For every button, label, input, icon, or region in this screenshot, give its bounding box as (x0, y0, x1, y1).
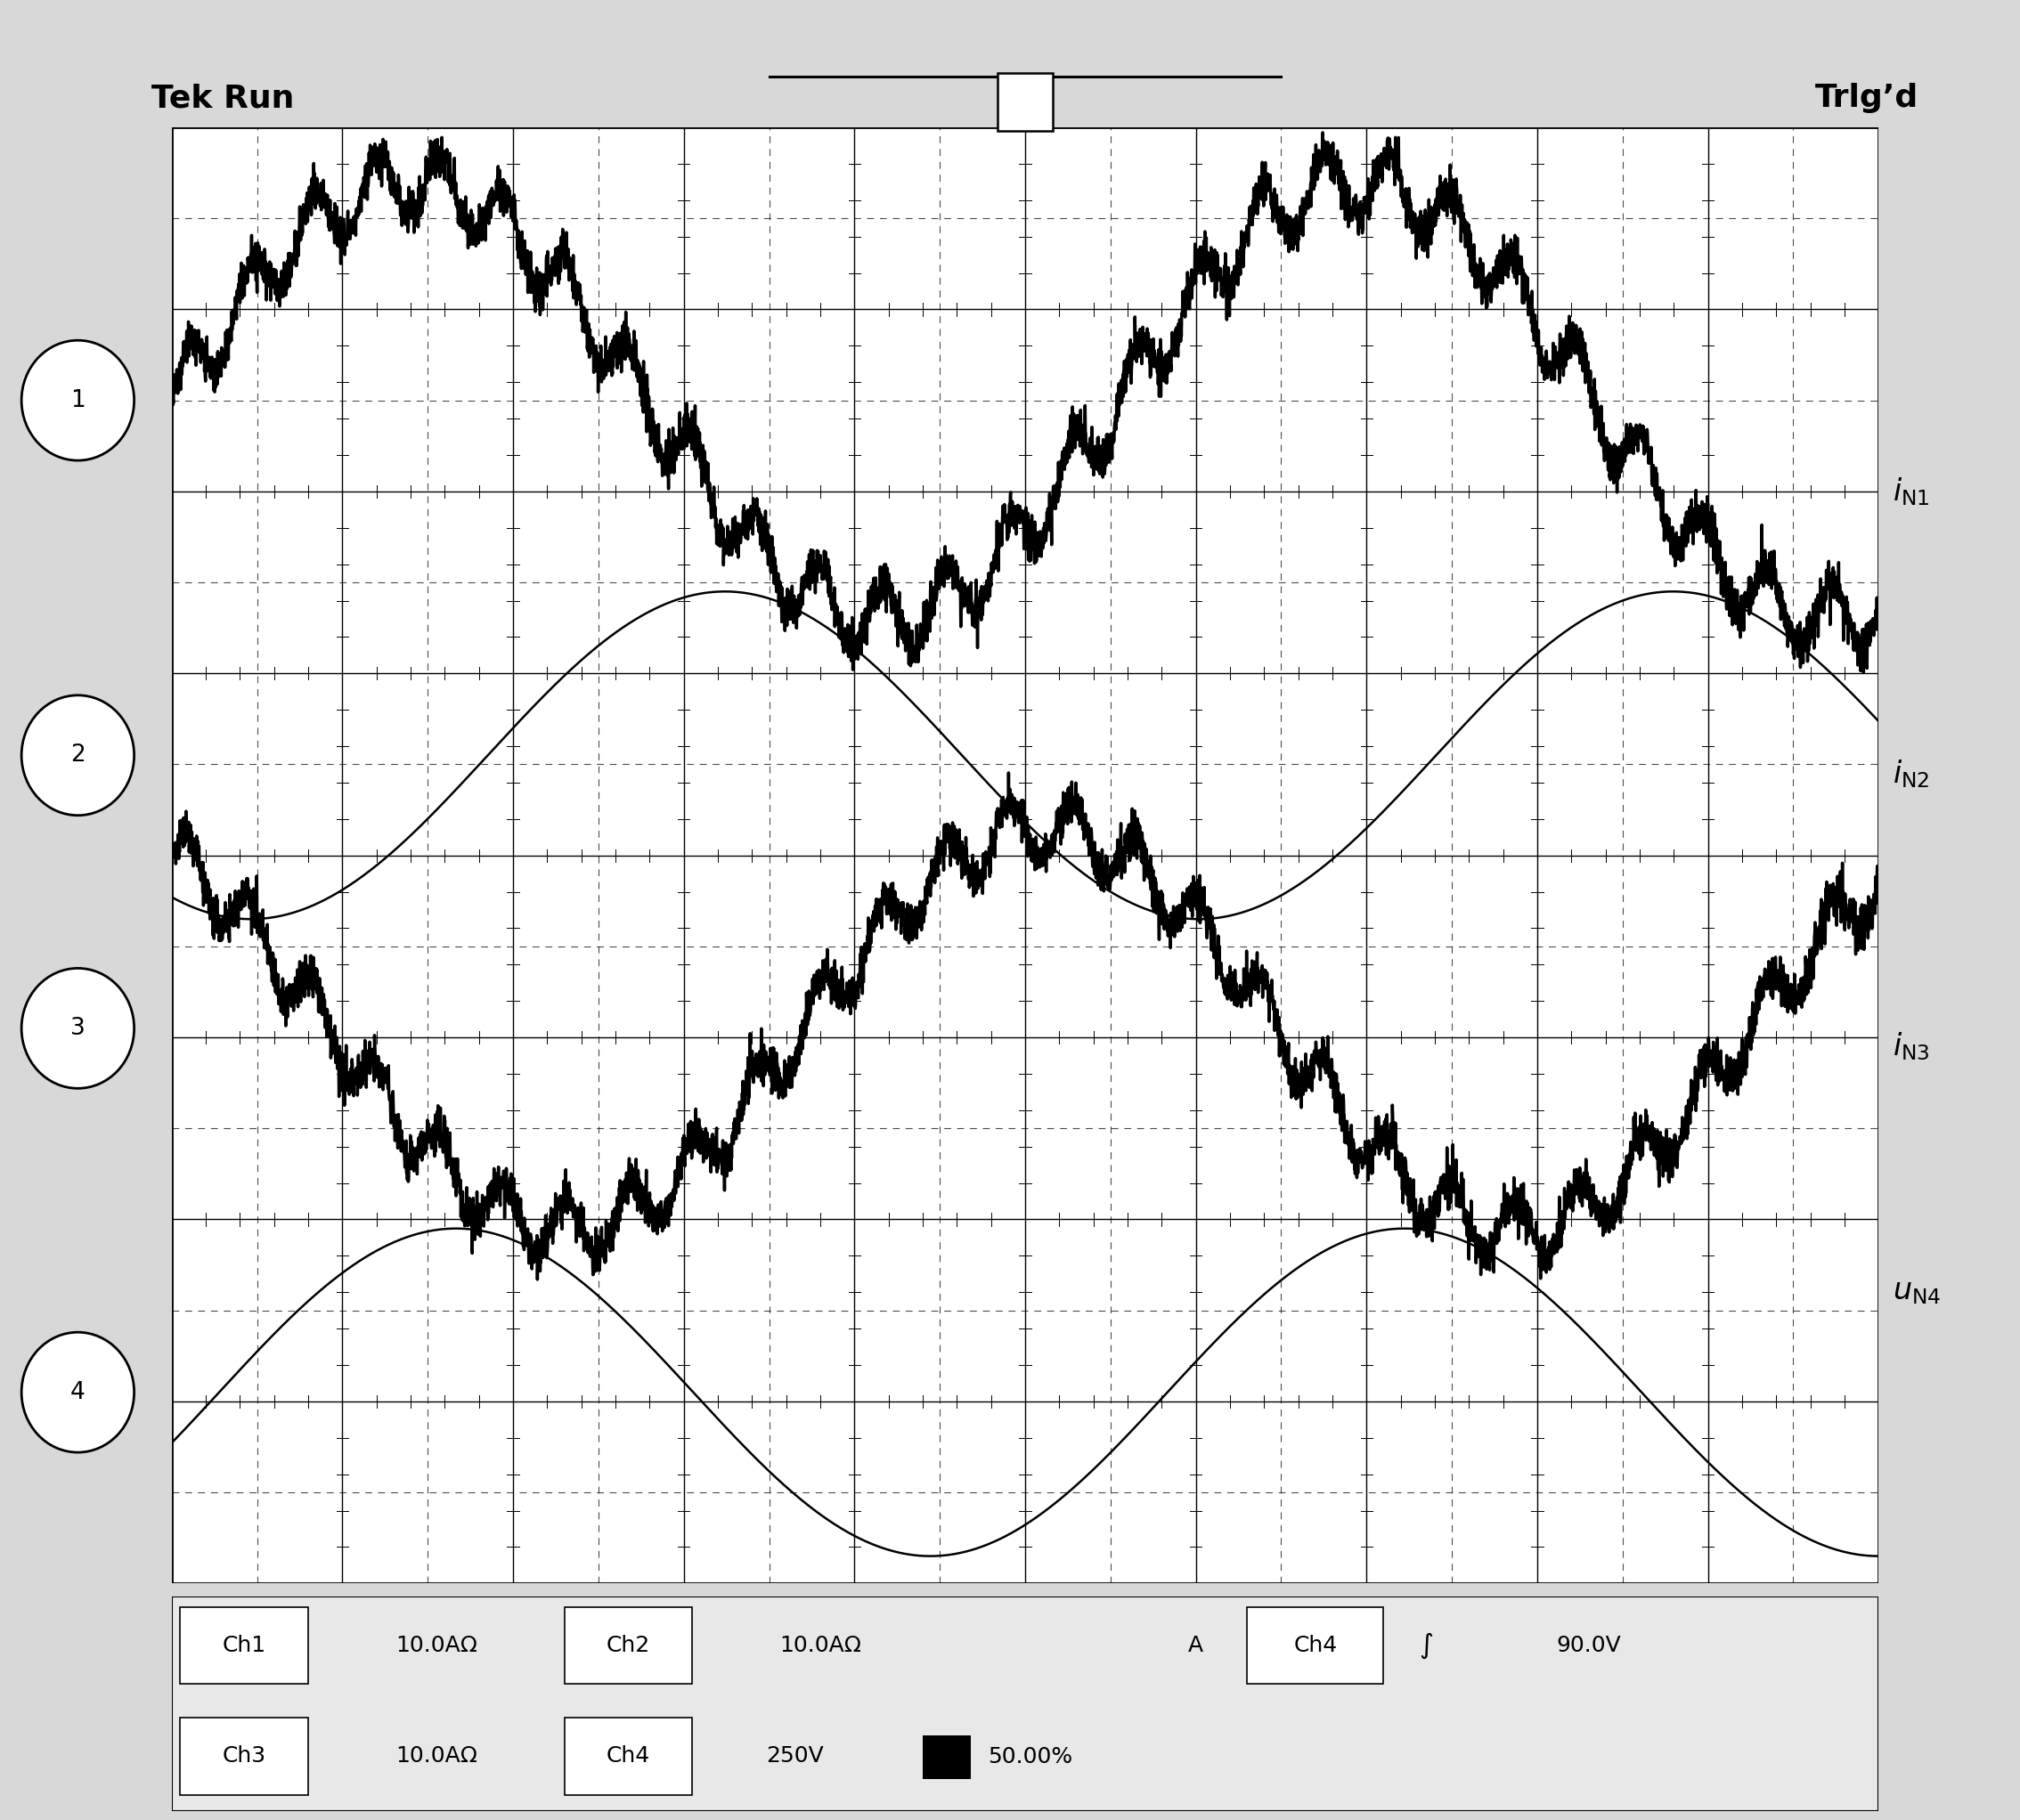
Text: Tek Run: Tek Run (152, 84, 295, 113)
Text: $i_{\mathrm{N1}}$: $i_{\mathrm{N1}}$ (1893, 475, 1929, 508)
Text: ∫: ∫ (1420, 1633, 1434, 1658)
Text: 2: 2 (71, 744, 85, 766)
FancyBboxPatch shape (180, 1718, 309, 1795)
Circle shape (22, 340, 133, 460)
Text: $u_{\mathrm{N4}}$: $u_{\mathrm{N4}}$ (1893, 1278, 1941, 1307)
Text: 10.0AΩ: 10.0AΩ (396, 1745, 477, 1767)
Text: 3: 3 (71, 1017, 85, 1039)
Text: Trlg’d: Trlg’d (1816, 84, 1919, 113)
Text: Ch2: Ch2 (606, 1634, 650, 1656)
FancyBboxPatch shape (564, 1607, 693, 1684)
Circle shape (22, 695, 133, 815)
FancyBboxPatch shape (564, 1718, 693, 1795)
Text: $i_{\mathrm{N3}}$: $i_{\mathrm{N3}}$ (1893, 1030, 1929, 1063)
Text: Ch4: Ch4 (1293, 1634, 1337, 1656)
Text: Ch1: Ch1 (222, 1634, 267, 1656)
Text: Ch3: Ch3 (222, 1745, 267, 1767)
Text: 90.0V: 90.0V (1555, 1634, 1620, 1656)
Text: Ch4: Ch4 (606, 1745, 650, 1767)
FancyBboxPatch shape (998, 73, 1052, 131)
Text: 250V: 250V (766, 1745, 824, 1767)
Text: 4: 4 (71, 1381, 85, 1403)
FancyBboxPatch shape (1246, 1607, 1384, 1684)
Text: 50.00%: 50.00% (988, 1747, 1073, 1767)
FancyBboxPatch shape (172, 1596, 1879, 1811)
Text: $i_{\mathrm{N2}}$: $i_{\mathrm{N2}}$ (1893, 757, 1929, 790)
Text: A: A (1188, 1634, 1204, 1656)
Text: 1: 1 (71, 389, 85, 411)
FancyBboxPatch shape (180, 1607, 309, 1684)
Text: 10.0AΩ: 10.0AΩ (780, 1634, 861, 1656)
Circle shape (22, 968, 133, 1088)
Text: 10.0AΩ: 10.0AΩ (396, 1634, 477, 1656)
FancyBboxPatch shape (923, 1736, 970, 1778)
Circle shape (22, 1332, 133, 1452)
